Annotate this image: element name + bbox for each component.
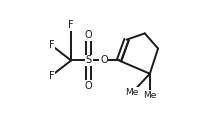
Text: O: O: [85, 81, 92, 91]
Text: F: F: [49, 40, 54, 50]
Text: F: F: [49, 71, 54, 81]
Text: F: F: [68, 20, 74, 30]
Text: O: O: [100, 55, 108, 66]
Text: Me: Me: [126, 88, 139, 97]
Text: O: O: [85, 30, 92, 40]
Text: S: S: [86, 55, 92, 66]
Text: Me: Me: [143, 91, 156, 100]
